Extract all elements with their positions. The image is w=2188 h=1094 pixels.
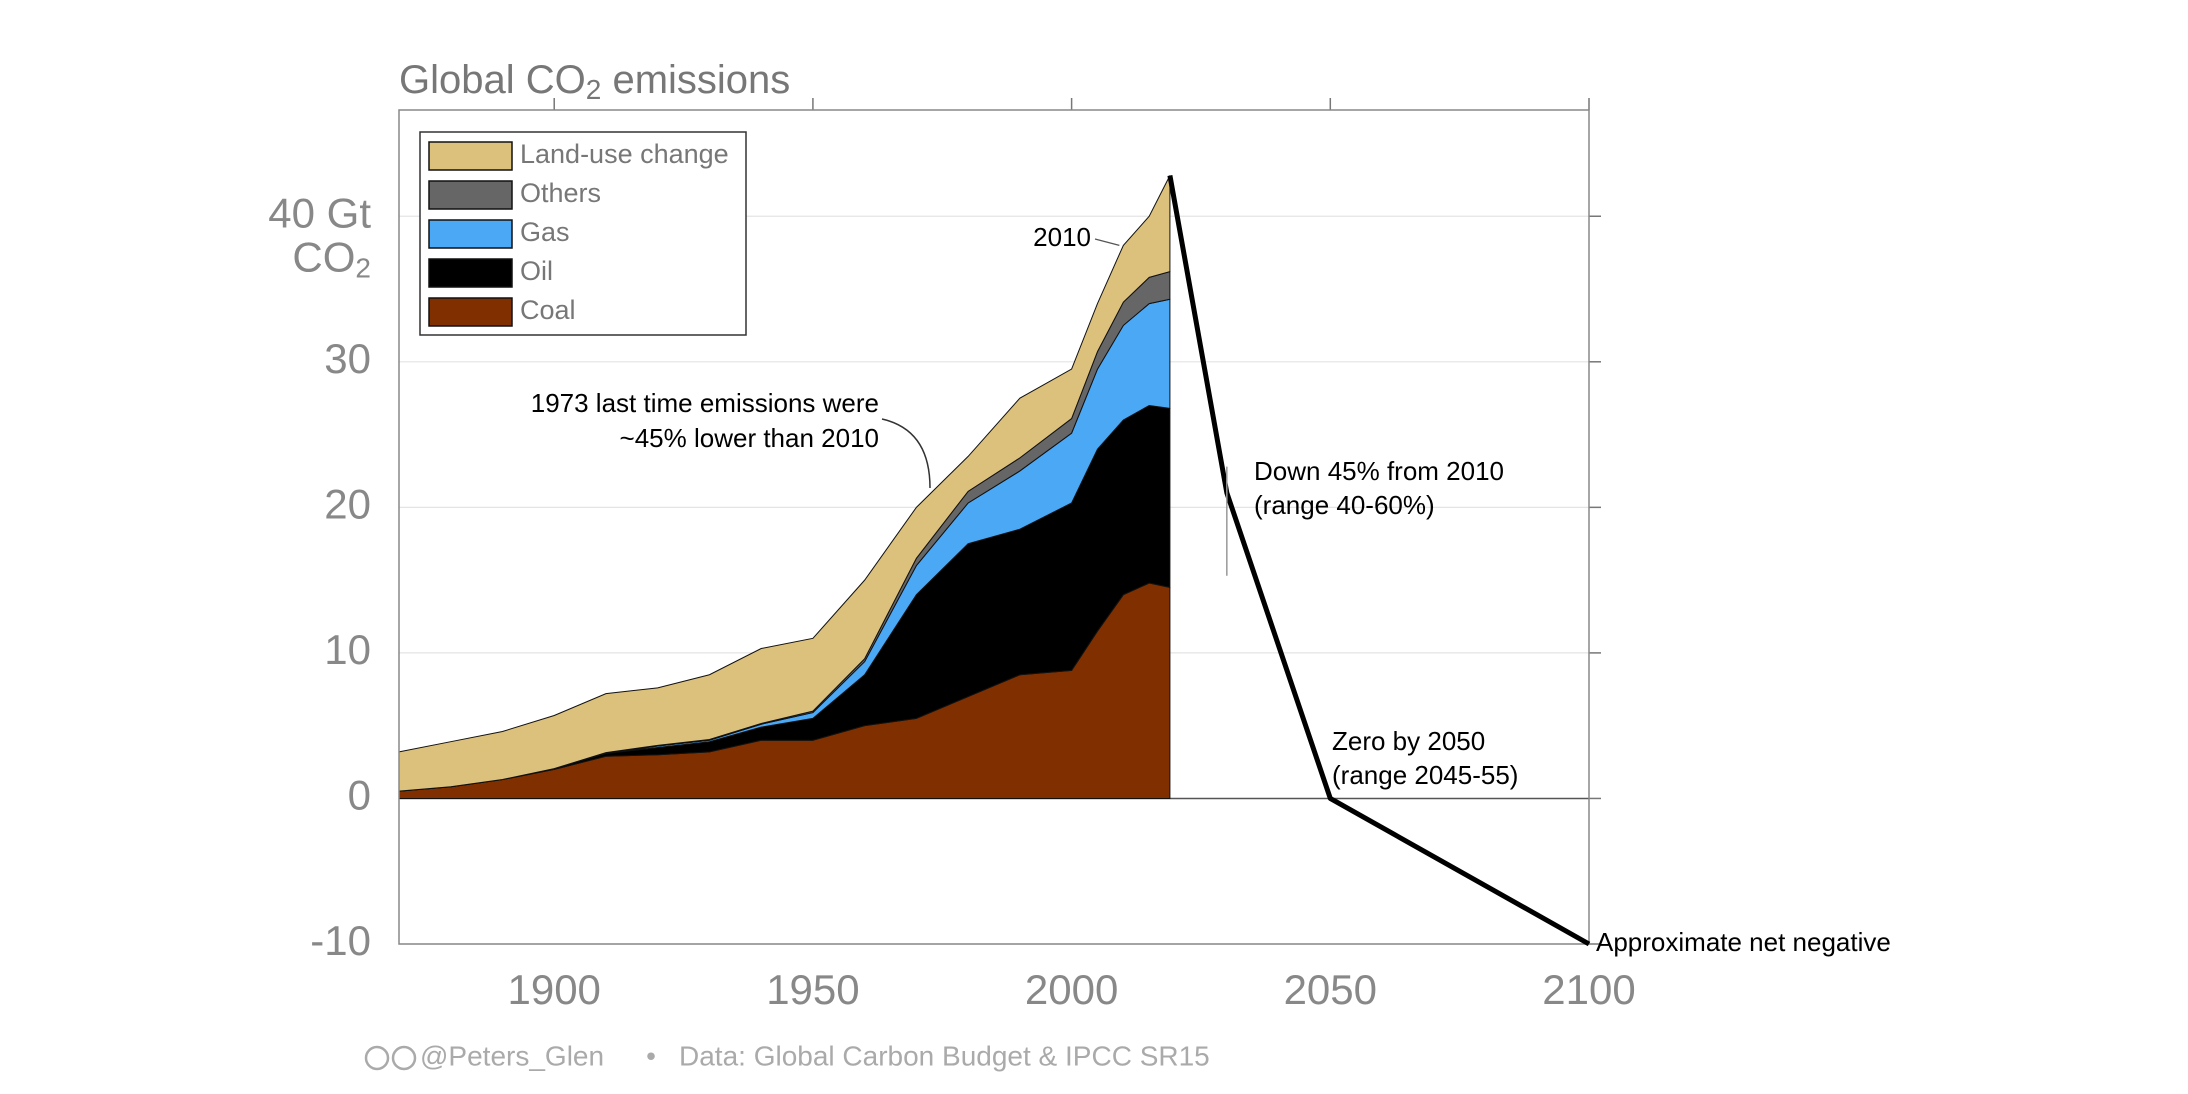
separator: • bbox=[646, 1040, 656, 1071]
title-text: Global CO bbox=[399, 58, 586, 102]
title-text: emissions bbox=[601, 58, 790, 102]
y-tick-label: 10 bbox=[324, 626, 371, 673]
leader bbox=[881, 418, 931, 489]
title-sub: 2 bbox=[586, 74, 602, 105]
annotation: Zero by 2050 bbox=[1332, 726, 1485, 756]
annotation: ~45% lower than 2010 bbox=[620, 423, 879, 453]
x-tick-label: 1900 bbox=[507, 966, 600, 1013]
legend-label: Others bbox=[520, 178, 601, 208]
y-unit-sub: 2 bbox=[355, 253, 371, 284]
annotation: 1973 last time emissions were bbox=[531, 388, 879, 418]
annotation: Approximate net negative bbox=[1596, 927, 1891, 957]
legend-swatch bbox=[428, 219, 513, 249]
credit: @Peters_Glen bbox=[420, 1040, 604, 1071]
annotation: Down 45% from 2010 bbox=[1254, 456, 1504, 486]
annotation: (range 40-60%) bbox=[1254, 490, 1435, 520]
x-tick-label: 1950 bbox=[766, 966, 859, 1013]
legend-label: Gas bbox=[520, 217, 570, 247]
y-tick-label: 0 bbox=[348, 772, 371, 819]
legend-swatch bbox=[428, 258, 513, 288]
x-tick-label: 2100 bbox=[1542, 966, 1635, 1013]
area bbox=[398, 175, 1171, 792]
leader bbox=[1094, 238, 1120, 246]
legend-swatch bbox=[428, 180, 513, 210]
x-tick-label: 2050 bbox=[1284, 966, 1377, 1013]
legend-label: Land-use change bbox=[520, 139, 729, 169]
legend-label: Coal bbox=[520, 295, 576, 325]
y-tick-label: 40 Gt bbox=[268, 189, 371, 236]
projection-line bbox=[1167, 175, 1591, 947]
legend-swatch bbox=[428, 141, 513, 171]
cc-icon bbox=[364, 1045, 390, 1071]
y-tick-label: 20 bbox=[324, 480, 371, 527]
x-tick-label: 2000 bbox=[1025, 966, 1118, 1013]
annotation: 2010 bbox=[1033, 222, 1091, 252]
chart-title: Global CO2 emissions bbox=[399, 58, 790, 106]
footer: @Peters_Glen • Data: Global Carbon Budge… bbox=[364, 1040, 1210, 1071]
y-unit-text: CO bbox=[292, 233, 355, 280]
by-icon bbox=[391, 1045, 417, 1071]
y-tick-label: -10 bbox=[310, 917, 371, 964]
y-tick-label: 30 bbox=[324, 335, 371, 382]
legend-label: Oil bbox=[520, 256, 553, 286]
legend-swatch bbox=[428, 297, 513, 327]
y-unit: CO2 bbox=[292, 233, 371, 283]
source: Data: Global Carbon Budget & IPCC SR15 bbox=[679, 1040, 1210, 1071]
annotation: (range 2045-55) bbox=[1332, 760, 1518, 790]
